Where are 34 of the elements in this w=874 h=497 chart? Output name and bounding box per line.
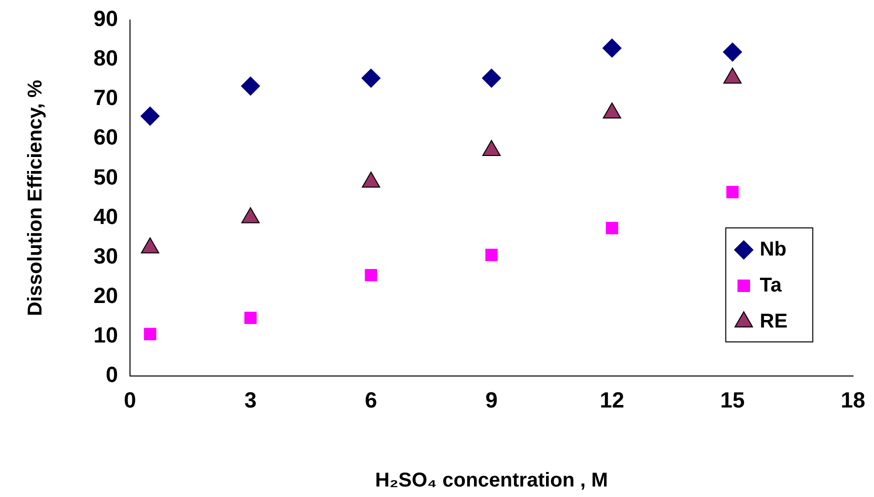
point <box>726 186 739 198</box>
x-axis-title: H₂SO₄ concentration , M <box>375 470 608 492</box>
y-tick-label: 40 <box>94 204 118 229</box>
y-tick-label: 10 <box>94 322 118 348</box>
y-tick-label: 50 <box>94 164 118 190</box>
legend-label: Nb <box>760 238 786 260</box>
point <box>362 68 380 88</box>
x-tick-label: 6 <box>364 387 378 412</box>
legend-label: RE <box>760 310 788 332</box>
y-tick-label: 70 <box>94 85 118 110</box>
point <box>144 328 156 340</box>
point <box>723 42 742 62</box>
point <box>482 68 501 88</box>
legend-label: Ta <box>760 274 782 296</box>
x-tick-label: 12 <box>600 387 624 412</box>
point <box>606 222 618 234</box>
y-tick-label: 30 <box>94 243 118 268</box>
point <box>364 268 378 282</box>
point <box>485 248 498 262</box>
x-tick-label: 9 <box>485 387 498 412</box>
x-tick-label: 18 <box>840 387 866 412</box>
y-tick-label: 80 <box>94 46 118 71</box>
y-tick-label: 0 <box>106 362 118 388</box>
y-tick-label: 20 <box>94 282 118 308</box>
x-tick-label: 15 <box>720 387 745 412</box>
point <box>244 312 257 324</box>
y-tick-label: 60 <box>94 124 118 150</box>
x-tick-label: 3 <box>244 387 257 412</box>
point <box>602 38 622 58</box>
x-tick-label: 0 <box>124 387 136 412</box>
y-tick-label: 90 <box>94 6 118 32</box>
y-axis-title: Dissolution Efficiency, % <box>24 80 47 316</box>
point <box>140 106 160 126</box>
point <box>241 76 260 96</box>
